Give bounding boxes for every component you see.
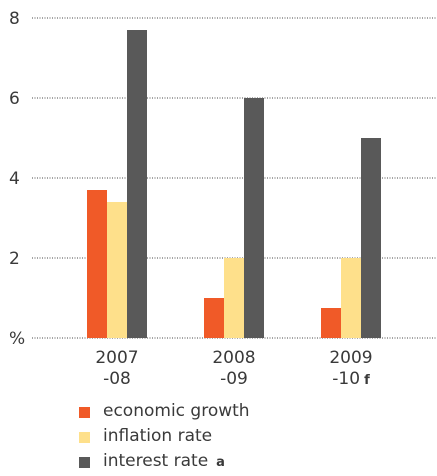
x-tick-label-line2: -08 xyxy=(103,369,131,389)
legend-label-interest-rate: interest rate xyxy=(103,451,209,471)
bar-inflation-rate xyxy=(341,258,361,338)
bar-chart: 8 6 4 2% 2007-08 2008-09 2009-10 f xyxy=(9,9,436,389)
x-tick-label-line2: -10 f xyxy=(332,369,370,389)
bar-interest-rate xyxy=(127,30,147,338)
x-axis-labels: 2007-08 2008-09 2009-10 f xyxy=(95,348,372,389)
y-tick-label: 4 xyxy=(9,169,20,189)
bar-inflation-rate xyxy=(107,202,127,338)
bar-economic-growth xyxy=(321,308,341,338)
bar-economic-growth xyxy=(204,298,224,338)
legend-footnote-marker: a xyxy=(216,455,225,470)
bars xyxy=(87,30,381,338)
legend-swatch-inflation-rate xyxy=(79,432,90,443)
x-tick-label: 2008 xyxy=(212,348,255,368)
y-axis-ticks: 8 6 4 2% xyxy=(9,9,25,349)
y-tick-label: 2 xyxy=(9,249,20,269)
x-tick-label: 2007 xyxy=(95,348,138,368)
legend-label-inflation-rate: inflation rate xyxy=(103,426,213,446)
y-tick-label: 8 xyxy=(9,9,20,29)
x-tick-label-line2: -09 xyxy=(220,369,248,389)
bar-inflation-rate xyxy=(224,258,244,338)
legend-swatch-economic-growth xyxy=(79,407,90,418)
bar-interest-rate xyxy=(361,138,381,338)
legend-swatch-interest-rate xyxy=(79,457,90,468)
bar-interest-rate xyxy=(244,98,264,338)
x-tick-label: 2009 xyxy=(329,348,372,368)
x-tick-footnote-marker: f xyxy=(364,373,370,388)
legend-label-economic-growth: economic growth xyxy=(103,401,250,421)
bar-economic-growth xyxy=(87,190,107,338)
y-tick-label: % xyxy=(9,329,25,349)
y-tick-label: 6 xyxy=(9,89,20,109)
